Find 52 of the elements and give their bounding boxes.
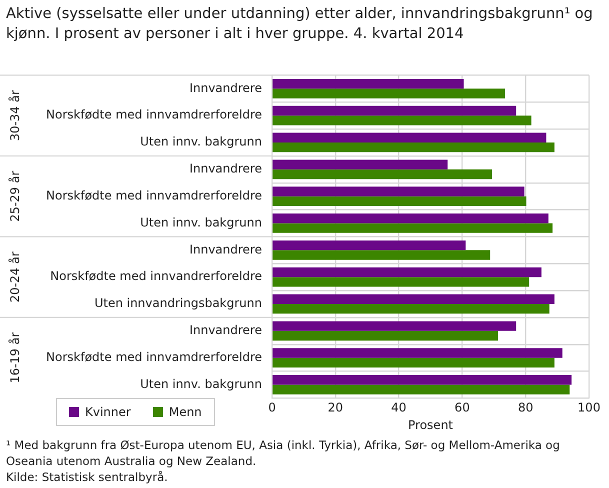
y-tick-label: Uten innvandringsbakgrunn	[94, 296, 262, 310]
x-tick-label: 40	[391, 400, 406, 415]
bar	[272, 304, 550, 314]
text: 16-19 år	[8, 332, 22, 384]
y-tick-label: Innvandrere	[189, 80, 262, 95]
y-tick-label: Uten innv. bakgrunn	[140, 376, 262, 391]
bar	[272, 78, 464, 89]
bar	[272, 169, 492, 180]
text: 30-34 år	[8, 90, 22, 142]
bar	[272, 358, 554, 368]
y-tick-label: Uten innv. bakgrunn	[140, 134, 262, 149]
bar	[272, 142, 554, 152]
bar	[272, 321, 516, 331]
y-tick-label: Norskfødte med innvamdrerforeldre	[46, 350, 262, 364]
bar	[272, 106, 516, 116]
bar	[272, 348, 562, 358]
bar	[272, 223, 553, 233]
y-tick-label: Norskfødte med innvamdrerforeldre	[46, 188, 262, 202]
bar	[272, 267, 542, 278]
bar	[272, 294, 554, 304]
bar	[272, 88, 505, 98]
x-tick-label: 60	[454, 400, 470, 415]
bar	[272, 160, 448, 170]
y-tick-label: Norskfødte med innvamdrerforeldre	[46, 108, 262, 122]
y-tick-label: Uten innv. bakgrunn	[140, 215, 262, 230]
x-tick-label: 100	[578, 400, 600, 415]
bar	[272, 330, 498, 341]
chart-title: Aktive (sysselsatte eller under utdanning) etter alder, innvandringsbakgrunn¹ og kjønn. I prosent av personer i alt i hver gruppe. 4. kvartal 2014	[6, 5, 594, 44]
bar	[272, 186, 524, 196]
x-tick-label: 80	[518, 400, 534, 415]
bar	[272, 196, 526, 206]
y-tick-label: Innvandrere	[189, 242, 262, 256]
legend-label: Menn	[168, 405, 202, 419]
bar	[272, 250, 490, 260]
x-axis-title: Prosent	[408, 418, 454, 432]
text: ¹ Med bakgrunn fra Øst-Europa utenom EU, Asia (inkl. Tyrkia), Afrika, Sør- og Mellom-Amerika og Oseania utenom Australia og New Zealand.	[6, 437, 561, 469]
text: Kilde: Statistisk sentralbyrå.	[6, 469, 169, 485]
bar	[272, 375, 572, 385]
bar	[272, 116, 532, 126]
bar	[272, 384, 570, 394]
x-tick-label: 0	[268, 400, 276, 415]
y-tick-label: Innvandrere	[189, 162, 262, 176]
text: 20-24 år	[8, 252, 22, 303]
x-tick-label: 20	[328, 400, 344, 415]
bar	[272, 277, 530, 287]
text: 25-29 år	[8, 170, 22, 222]
bar	[272, 214, 548, 224]
bar	[272, 240, 466, 250]
legend-label: Kvinner	[84, 405, 131, 419]
bar	[272, 132, 546, 142]
y-tick-label: Innvandrere	[189, 323, 262, 338]
y-tick-label: Norskfødte med innvandrerforeldre	[50, 269, 262, 284]
